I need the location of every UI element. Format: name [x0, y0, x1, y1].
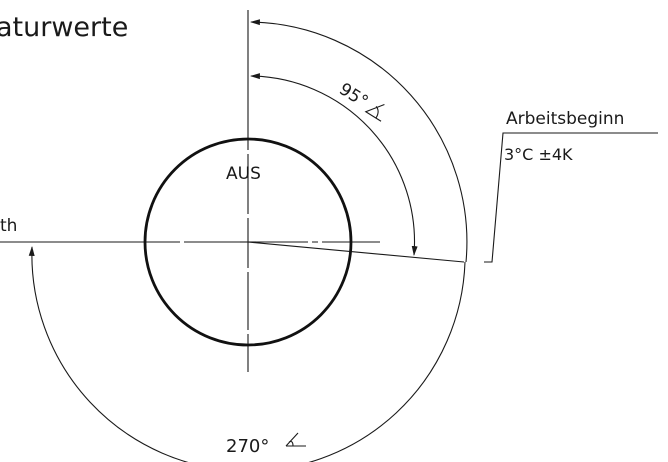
- angle-95-label: 95°: [335, 79, 371, 112]
- left-label-fragment: th: [0, 216, 17, 236]
- work-start-leader: [484, 132, 658, 263]
- angle-icon: [364, 103, 385, 122]
- angle-95-arc: [250, 73, 418, 256]
- work-start-title: Arbeitsbeginn: [506, 109, 624, 129]
- tilted-limit-line: [247, 241, 465, 263]
- work-start-value: 3°C ±4K: [504, 145, 573, 164]
- angle-270-label: 270°: [226, 436, 269, 457]
- center-label: AUS: [226, 164, 261, 184]
- angle-95-label-group: 95°: [335, 79, 385, 122]
- angle-icon-270: [285, 432, 306, 447]
- outer-arc: [250, 19, 468, 263]
- title-fragment: aturwerte: [0, 12, 128, 43]
- angle-270-arc: [28, 246, 466, 462]
